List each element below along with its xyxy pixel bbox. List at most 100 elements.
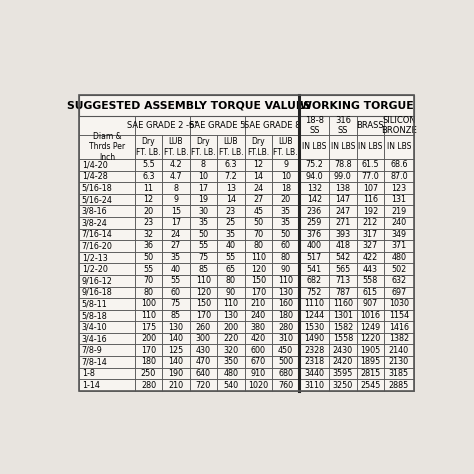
Text: 107: 107 [363,183,378,192]
Bar [217,379,245,391]
Bar [135,182,162,194]
Bar [162,298,190,310]
Bar [162,194,190,205]
Bar [162,310,190,321]
Text: 150: 150 [196,300,211,309]
Bar [162,368,190,379]
Bar [245,252,272,264]
Bar [272,205,300,217]
Bar [135,171,162,182]
Text: 7/16-20: 7/16-20 [82,241,112,250]
Bar [272,368,300,379]
Bar [162,264,190,275]
Bar [384,356,414,368]
Bar [300,298,329,310]
Text: 2420: 2420 [333,357,353,366]
Bar [217,217,245,228]
Bar [384,264,414,275]
Text: 350: 350 [223,357,238,366]
Text: 140: 140 [168,357,183,366]
Text: 1301: 1301 [333,311,353,320]
Bar [162,182,190,194]
Bar [300,345,329,356]
Text: 1020: 1020 [248,381,268,390]
Text: 192: 192 [363,207,378,216]
Bar [356,321,384,333]
Bar [162,240,190,252]
Bar [190,159,217,171]
Text: 9/16-18: 9/16-18 [82,288,112,297]
Text: 1016: 1016 [360,311,380,320]
Text: 75: 75 [171,300,181,309]
Bar [162,217,190,228]
Text: 1030: 1030 [389,300,409,309]
Bar [135,205,162,217]
Text: 1416: 1416 [389,323,409,332]
Bar [272,356,300,368]
Text: 787: 787 [335,288,350,297]
Text: 259: 259 [307,219,322,228]
Bar [384,217,414,228]
Text: 7.2: 7.2 [224,172,237,181]
Text: LUB
FT. LB.: LUB FT. LB. [273,137,298,156]
Bar [356,159,384,171]
Text: 50: 50 [143,253,154,262]
Bar [272,264,300,275]
Text: 85: 85 [198,264,209,273]
Text: 697: 697 [391,288,407,297]
Text: 55: 55 [143,264,154,273]
Bar [80,275,135,287]
Bar [80,345,135,356]
Text: LUB
FT. LB.: LUB FT. LB. [164,137,188,156]
Bar [190,333,217,345]
Text: 35: 35 [198,219,209,228]
Bar [356,228,384,240]
Bar [356,264,384,275]
Text: 600: 600 [251,346,266,355]
Text: 50: 50 [281,230,291,239]
Bar [162,345,190,356]
Text: 1-14: 1-14 [82,381,100,390]
Bar [356,217,384,228]
Text: 110: 110 [196,276,211,285]
Bar [245,264,272,275]
Bar [272,345,300,356]
Bar [135,252,162,264]
Text: 271: 271 [335,219,350,228]
Bar [384,182,414,194]
Text: 35: 35 [281,207,291,216]
Text: BRASS: BRASS [356,121,384,130]
Bar [135,275,162,287]
Text: 68.6: 68.6 [390,160,408,169]
Text: 219: 219 [391,207,407,216]
Text: 615: 615 [363,288,378,297]
Bar [245,345,272,356]
Bar [135,368,162,379]
Bar [245,135,272,159]
Bar [162,356,190,368]
Text: 94.0: 94.0 [305,172,323,181]
Text: 116: 116 [363,195,378,204]
Text: 25: 25 [226,219,236,228]
Text: 3/8-24: 3/8-24 [82,219,108,228]
Bar [245,240,272,252]
Text: 2815: 2815 [360,369,381,378]
Text: 317: 317 [363,230,378,239]
Bar [217,171,245,182]
Bar [329,298,356,310]
Text: Dry
FT. LB.: Dry FT. LB. [136,137,161,156]
Bar [217,321,245,333]
Text: 5.5: 5.5 [142,160,155,169]
Bar [217,264,245,275]
Bar [329,252,356,264]
Bar [245,298,272,310]
Bar [135,217,162,228]
Bar [329,194,356,205]
Text: 1249: 1249 [360,323,381,332]
Text: 236: 236 [307,207,322,216]
Text: 60: 60 [281,241,291,250]
Text: 19: 19 [198,195,209,204]
Text: 430: 430 [196,346,211,355]
Bar [80,368,135,379]
Text: 5/8-18: 5/8-18 [82,311,108,320]
